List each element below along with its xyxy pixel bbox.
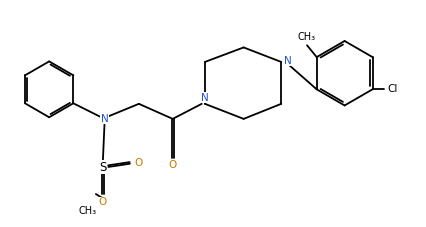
Text: O: O: [134, 158, 142, 168]
Text: N: N: [284, 56, 292, 66]
Text: O: O: [99, 197, 107, 207]
Text: CH₃: CH₃: [298, 32, 316, 42]
Text: N: N: [201, 93, 209, 103]
Text: O: O: [169, 160, 177, 170]
Text: Cl: Cl: [387, 84, 397, 94]
Text: CH₃: CH₃: [79, 206, 97, 216]
Text: N: N: [101, 114, 108, 124]
Text: S: S: [99, 161, 106, 174]
